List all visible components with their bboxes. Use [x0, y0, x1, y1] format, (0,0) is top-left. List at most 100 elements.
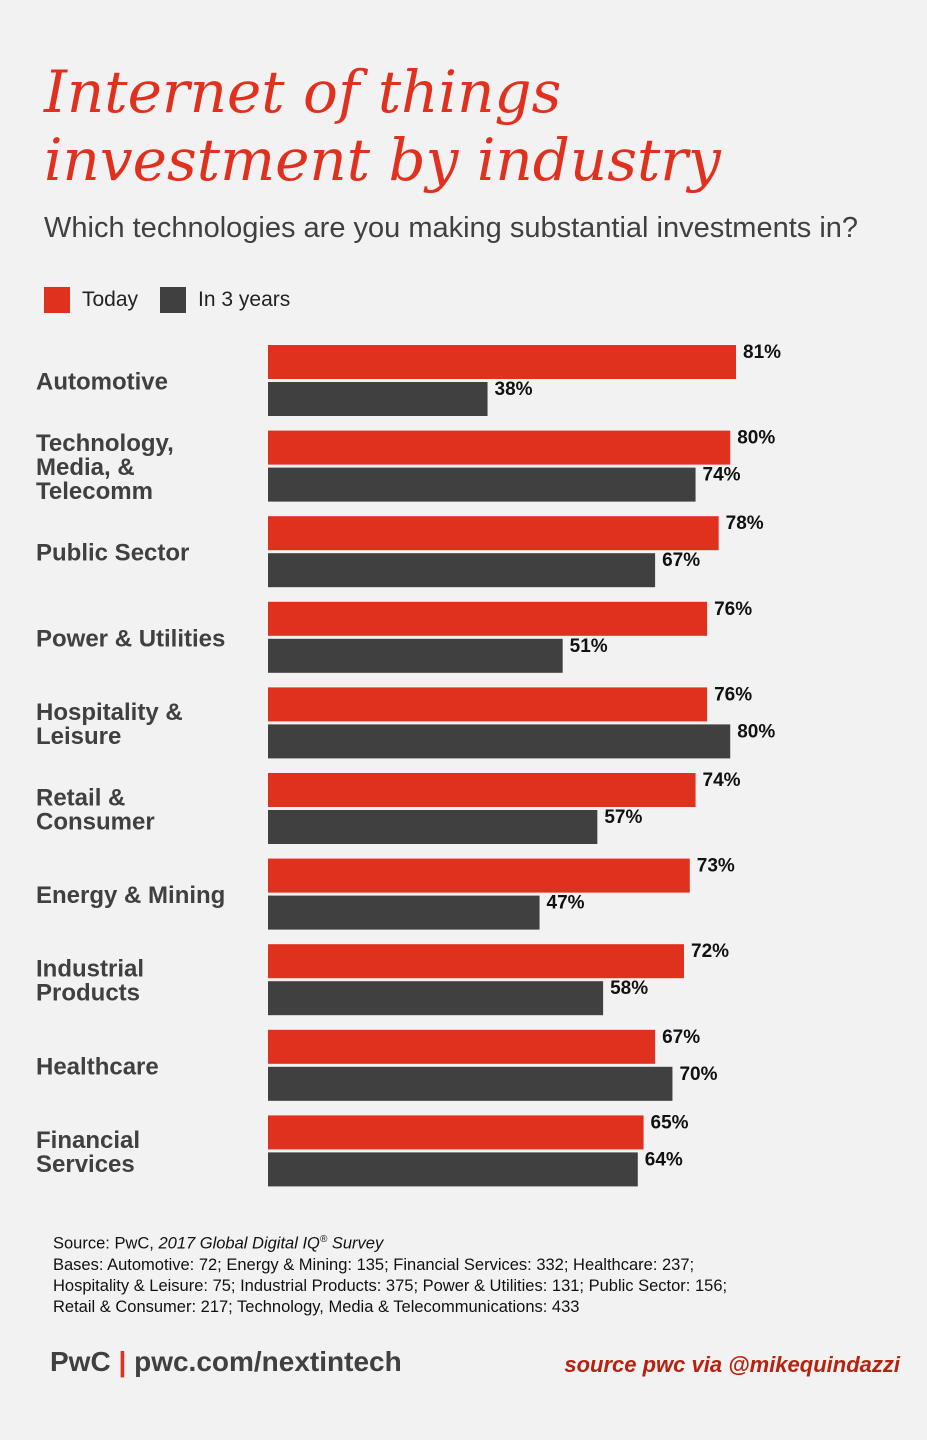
brand-url[interactable]: pwc.com/nextintech: [134, 1346, 402, 1377]
category-group: Power & Utilities 76% 51%: [36, 599, 752, 673]
value-label-today: 65%: [651, 1112, 689, 1133]
bar-in-3-years: [268, 638, 563, 673]
bar-in-3-years: [268, 1066, 673, 1101]
category-label: Automotive: [36, 369, 168, 396]
category-label-line: Services: [36, 1151, 135, 1178]
category-label-line: Telecomm: [36, 478, 153, 505]
value-label-today: 72%: [691, 941, 729, 962]
value-label-in-3-years: 70%: [679, 1064, 717, 1085]
bases-line-1: Bases: Automotive: 72; Energy & Mining: …: [53, 1255, 695, 1274]
category-label-line: Products: [36, 980, 140, 1007]
category-group: Public Sector 78% 67%: [36, 513, 764, 588]
bases-line-2: Hospitality & Leisure: 75; Industrial Pr…: [53, 1276, 728, 1295]
category-label: Energy & Mining: [36, 882, 225, 909]
bar-today: [268, 944, 684, 979]
bar-today: [268, 687, 708, 722]
bar-in-3-years: [268, 981, 604, 1016]
category-label-line: Industrial: [36, 956, 144, 983]
bar-today: [268, 345, 736, 379]
value-label-in-3-years: 57%: [604, 807, 642, 828]
legend-item-in-3-years: In 3 years: [160, 287, 290, 313]
category-label: Retail & Consumer: [36, 785, 155, 836]
value-label-in-3-years: 64%: [645, 1149, 683, 1170]
source-prefix: Source: PwC,: [53, 1234, 159, 1253]
value-label-today: 80%: [737, 428, 775, 449]
category-group: Healthcare 67% 70%: [36, 1027, 718, 1101]
registered-mark: ®: [319, 1234, 328, 1245]
legend-item-today: Today: [44, 287, 138, 313]
bar-today: [268, 1029, 656, 1064]
category-label: Public Sector: [36, 540, 189, 567]
value-label-today: 78%: [726, 513, 764, 534]
source-survey-suffix: Survey: [327, 1234, 384, 1253]
chart-subtitle: Which technologies are you making substa…: [44, 212, 859, 244]
value-label-in-3-years: 47%: [547, 893, 585, 914]
bar-today: [268, 1115, 644, 1150]
category-group: Energy & Mining 73% 47%: [36, 856, 735, 930]
category-label: Financial Services: [36, 1127, 140, 1178]
bar-today: [268, 516, 719, 551]
footer-credit: source pwc via @mikequindazzi: [564, 1352, 900, 1377]
category-label-line: Consumer: [36, 809, 155, 836]
category-label-line: Public Sector: [36, 540, 189, 567]
category-group: Financial Services 65% 64%: [36, 1112, 689, 1187]
bar-in-3-years: [268, 810, 598, 844]
footer-brand: PwC | pwc.com/nextintech: [50, 1346, 402, 1378]
value-label-today: 74%: [703, 770, 741, 791]
category-label-line: Automotive: [36, 369, 168, 396]
chart-title-line1: Internet of things: [44, 58, 562, 126]
value-label-in-3-years: 74%: [703, 465, 741, 486]
legend: Today In 3 years: [44, 286, 312, 314]
category-label-line: Media, &: [36, 454, 135, 481]
value-label-today: 76%: [714, 684, 752, 705]
value-label-in-3-years: 80%: [737, 721, 775, 742]
category-label-line: Energy & Mining: [36, 882, 225, 909]
category-label-line: Power & Utilities: [36, 625, 225, 652]
value-label-in-3-years: 67%: [662, 550, 700, 571]
bar-today: [268, 601, 708, 636]
bar-in-3-years: [268, 895, 540, 930]
bar-in-3-years: [268, 553, 656, 588]
category-label: Hospitality & Leisure: [36, 699, 183, 750]
bar-in-3-years: [268, 1152, 638, 1187]
chart-title-line2: investment by industry: [44, 126, 721, 194]
category-label-line: Retail &: [36, 785, 125, 812]
category-group: Technology, Media, & Telecomm 80% 74%: [36, 428, 775, 506]
bar-today: [268, 773, 696, 807]
bar-today: [268, 858, 690, 893]
brand-separator: |: [118, 1346, 127, 1377]
category-label-line: Leisure: [36, 723, 121, 750]
category-label: Industrial Products: [36, 956, 144, 1007]
source-survey-name: 2017 Global Digital IQ: [158, 1234, 320, 1253]
bar-in-3-years: [268, 724, 731, 759]
legend-swatch-today: [44, 287, 70, 313]
brand-name: PwC: [50, 1346, 111, 1377]
legend-swatch-in-3-years: [160, 287, 187, 313]
category-label-line: Financial: [36, 1127, 140, 1154]
category-label-line: Hospitality &: [36, 699, 183, 726]
chart-title: Internet of things investment by industr…: [44, 58, 904, 194]
category-group: Hospitality & Leisure 76% 80%: [36, 684, 775, 759]
value-label-today: 76%: [714, 599, 752, 620]
legend-label-today: Today: [82, 288, 139, 311]
value-label-in-3-years: 51%: [570, 636, 608, 657]
bar-in-3-years: [268, 467, 696, 502]
bases-line-3: Retail & Consumer: 217; Technology, Medi…: [53, 1297, 580, 1316]
category-label-line: Technology,: [36, 430, 174, 457]
category-label: Power & Utilities: [36, 625, 225, 652]
value-label-in-3-years: 38%: [495, 379, 533, 400]
category-group: Industrial Products 72% 58%: [36, 941, 729, 1016]
source-line: Source: PwC, 2017 Global Digital IQ® Sur…: [53, 1229, 913, 1255]
bar-in-3-years: [268, 382, 488, 416]
value-label-today: 67%: [662, 1027, 700, 1048]
legend-label-in-3-years: In 3 years: [198, 288, 291, 311]
value-label-today: 81%: [743, 342, 781, 363]
category-group: Automotive 81% 38%: [36, 342, 781, 416]
value-label-in-3-years: 58%: [610, 978, 648, 999]
bar-today: [268, 430, 731, 465]
category-label-line: Healthcare: [36, 1053, 159, 1080]
category-label: Technology, Media, & Telecomm: [36, 430, 174, 505]
bar-chart: Automotive 81% 38% Technology, Media, & Telec…: [36, 342, 781, 1187]
category-label: Healthcare: [36, 1053, 159, 1080]
source-notes: Source: PwC, 2017 Global Digital IQ® Sur…: [53, 1229, 913, 1318]
